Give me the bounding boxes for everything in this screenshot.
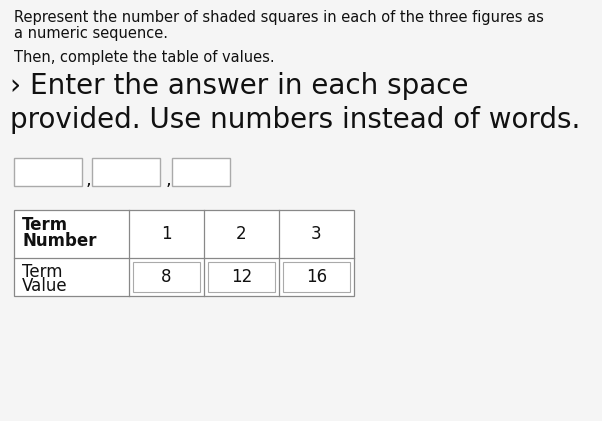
Text: a numeric sequence.: a numeric sequence. (14, 26, 168, 41)
Text: 16: 16 (306, 268, 327, 286)
Text: 8: 8 (161, 268, 172, 286)
Text: 12: 12 (231, 268, 252, 286)
Text: 2: 2 (236, 225, 247, 243)
Text: ,: , (85, 171, 91, 189)
Text: Term: Term (22, 216, 68, 234)
Bar (172, 158, 230, 186)
Text: provided. Use numbers instead of words.: provided. Use numbers instead of words. (10, 106, 580, 134)
Text: ,: , (165, 171, 171, 189)
Text: Represent the number of shaded squares in each of the three figures as: Represent the number of shaded squares i… (14, 10, 544, 25)
Text: Value: Value (22, 277, 67, 295)
Bar (133, 262, 200, 292)
Text: Term: Term (22, 263, 63, 281)
Text: 3: 3 (311, 225, 322, 243)
Bar (208, 262, 275, 292)
Bar (14, 210, 354, 296)
Bar (92, 158, 160, 186)
Text: › Enter the answer in each space: › Enter the answer in each space (10, 72, 468, 100)
Bar (14, 210, 354, 296)
Bar (14, 158, 82, 186)
Text: 1: 1 (161, 225, 172, 243)
Text: Number: Number (22, 232, 96, 250)
Bar (283, 262, 350, 292)
Text: Then, complete the table of values.: Then, complete the table of values. (14, 50, 275, 65)
